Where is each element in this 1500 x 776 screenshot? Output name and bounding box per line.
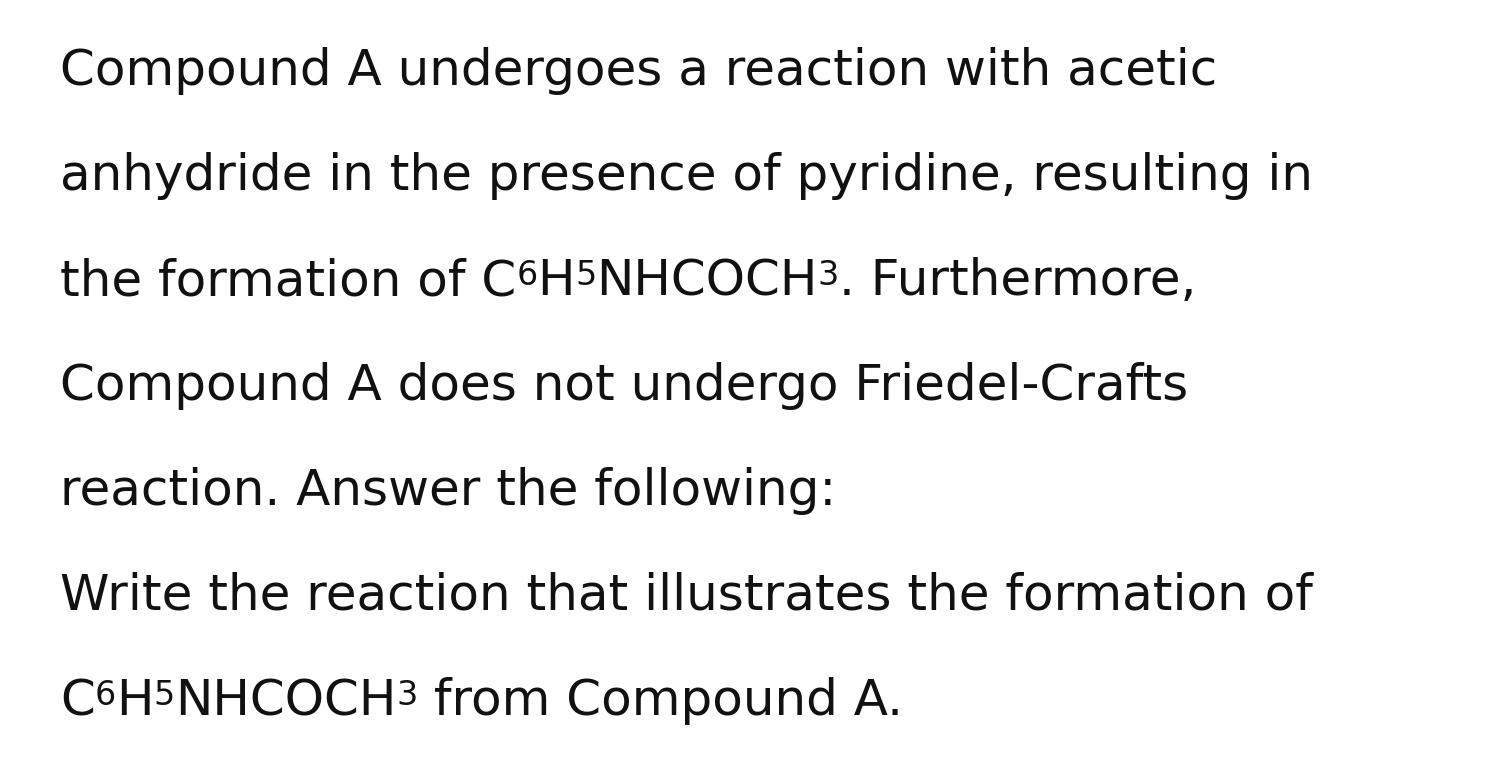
Text: 3: 3 xyxy=(818,259,839,293)
Text: Compound A does not undergo Friedel-Crafts: Compound A does not undergo Friedel-Craf… xyxy=(60,362,1188,410)
Text: C: C xyxy=(60,677,94,725)
Text: NHCOCH: NHCOCH xyxy=(176,677,396,725)
Text: Write the reaction that illustrates the formation of: Write the reaction that illustrates the … xyxy=(60,572,1312,620)
Text: reaction. Answer the following:: reaction. Answer the following: xyxy=(60,467,837,515)
Text: from Compound A.: from Compound A. xyxy=(417,677,903,725)
Text: H: H xyxy=(537,257,574,305)
Text: Compound A undergoes a reaction with acetic: Compound A undergoes a reaction with ace… xyxy=(60,47,1218,95)
Text: the formation of C: the formation of C xyxy=(60,257,516,305)
Text: 3: 3 xyxy=(396,679,417,712)
Text: 5: 5 xyxy=(574,259,596,293)
Text: anhydride in the presence of pyridine, resulting in: anhydride in the presence of pyridine, r… xyxy=(60,152,1312,200)
Text: . Furthermore,: . Furthermore, xyxy=(839,257,1197,305)
Text: 5: 5 xyxy=(153,679,176,712)
Text: 6: 6 xyxy=(94,679,116,712)
Text: NHCOCH: NHCOCH xyxy=(596,257,818,305)
Text: 6: 6 xyxy=(516,259,537,293)
Text: H: H xyxy=(116,677,153,725)
